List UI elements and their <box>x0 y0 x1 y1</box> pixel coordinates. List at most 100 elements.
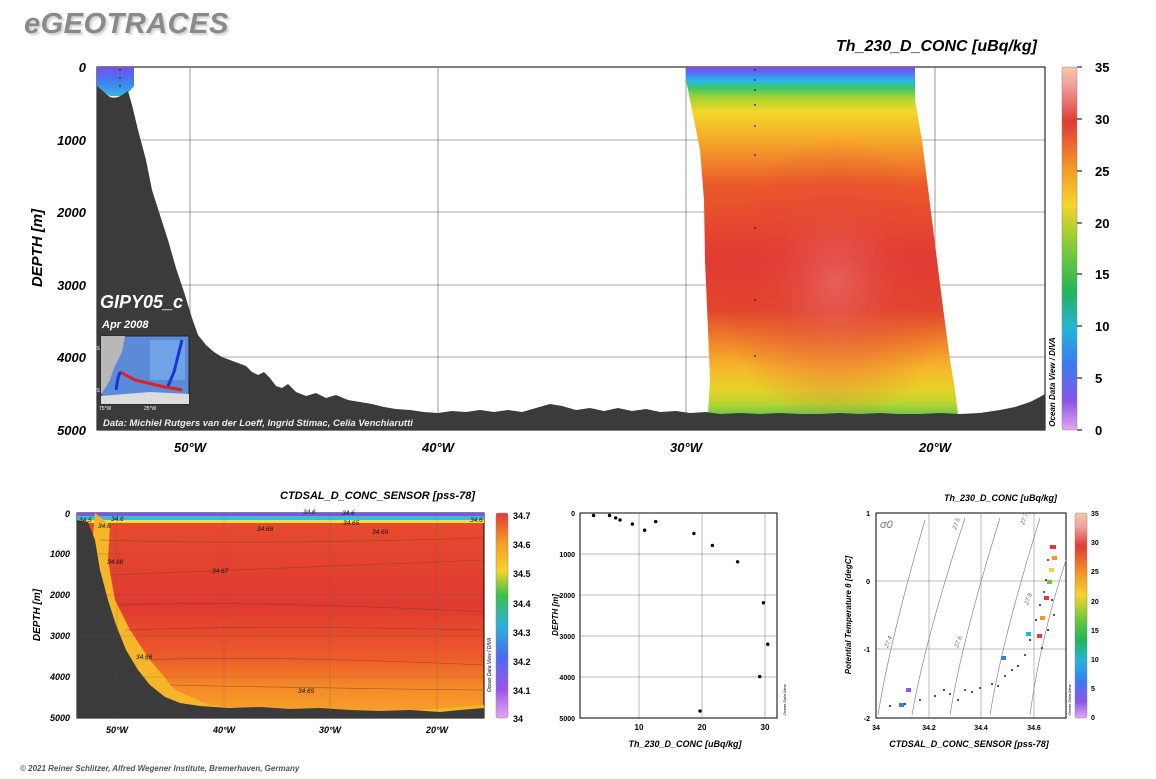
sal-contour-label: 34.68 <box>107 559 124 566</box>
profile-xtick: 30 <box>761 723 770 732</box>
sal-ytick: 5000 <box>50 713 70 723</box>
sal-contour-label: 34.5 <box>79 517 92 524</box>
isopycnal-label: 27.7 <box>1020 512 1030 527</box>
inset-lat-label: 70°S <box>89 388 101 394</box>
main-ytick: 4000 <box>56 350 87 365</box>
profile-xlabel: Th_230_D_CONC [uBq/kg] <box>628 739 742 749</box>
ts-xtick: 34.2 <box>922 725 936 732</box>
main-cbar-tick: 25 <box>1095 164 1109 179</box>
data-credit: Data: Michiel Rutgers van der Loeff, Ing… <box>103 418 413 429</box>
main-ytick: 3000 <box>57 278 87 293</box>
profile-point <box>607 513 612 518</box>
ts-ytick: -2 <box>864 716 870 723</box>
ts-colorbar <box>1074 512 1088 719</box>
sal-ytick: 1000 <box>50 549 70 559</box>
sal-contour-label: 34.6 <box>470 517 483 524</box>
ts-ytick: -1 <box>864 647 870 654</box>
profile-ytick: 3000 <box>559 634 575 641</box>
sal-ytick: 2000 <box>49 590 70 600</box>
main-cbar-tick: 15 <box>1095 267 1109 282</box>
profile-ytick: 2000 <box>559 593 575 600</box>
ts-plot: 27.4 27.5 27.6 27.7 27.8 σ0 1 0 -1 -2 <box>844 511 1099 749</box>
main-xtick: 40°W <box>421 440 456 455</box>
profile-point <box>591 513 596 518</box>
profile-ytick: 5000 <box>559 716 575 723</box>
sal-ytick: 4000 <box>49 672 70 682</box>
sal-contour-label: 34.65 <box>298 688 315 695</box>
isopycnal-label: 27.8 <box>1024 592 1034 607</box>
profile-point <box>766 642 770 646</box>
inset-lon-label: 25°W <box>144 406 157 412</box>
profile-point <box>654 519 658 524</box>
sal-contour-label: 34.69 <box>372 529 389 536</box>
salinity-section-plot: 34.6 34.68 34.65 34.69 34.68 34.67 34.66… <box>32 509 531 735</box>
profile-xtick: 20 <box>698 723 707 732</box>
isopycnal-label: 27.4 <box>884 635 894 650</box>
ts-cbar-tick: 30 <box>1091 540 1099 547</box>
ts-xtick: 34.6 <box>1027 725 1041 732</box>
ts-cbar-tick: 15 <box>1091 628 1099 635</box>
ts-plot-title: Th_230_D_CONC [uBq/kg] <box>944 493 1058 503</box>
isopycnal-label: 27.5 <box>952 517 962 532</box>
brand-logo: eGEOTRACES <box>24 8 229 40</box>
profile-scatter-plot: 0 1000 2000 3000 4000 5000 10 20 30 Th_2… <box>551 511 787 749</box>
sal-cbar-tick: 34.6 <box>513 540 531 550</box>
profile-point <box>618 518 622 522</box>
isopycnal-label: 27.6 <box>954 635 964 650</box>
salinity-section-title: CTDSAL_D_CONC_SENSOR [pss-78] <box>280 490 475 502</box>
sal-xtick: 20°W <box>425 725 450 735</box>
sal-contour-label: 34.6 <box>111 516 124 523</box>
sal-contour-label: 34.6 <box>342 510 355 517</box>
main-xtick: 20°W <box>918 440 953 455</box>
cruise-label: GIPY05_c <box>100 292 183 312</box>
copyright-notice: © 2021 Reiner Schlitzer, Alfred Wegener … <box>20 764 300 773</box>
sal-contour-label: 34.6 <box>303 509 316 516</box>
profile-point <box>761 601 766 605</box>
sal-cbar-tick: 34.5 <box>513 569 531 579</box>
ts-xlabel: CTDSAL_D_CONC_SENSOR [pss-78] <box>889 739 1050 749</box>
main-ylabel: DEPTH [m] <box>29 208 46 287</box>
main-ytick: 2000 <box>56 205 87 220</box>
main-cbar-credit: Ocean Data View / DIVA <box>1048 337 1057 427</box>
main-colorbar <box>1061 66 1078 431</box>
ts-ytick: 0 <box>866 579 870 586</box>
ts-cbar-tick: 35 <box>1091 511 1099 518</box>
ts-cbar-tick: 0 <box>1091 715 1095 722</box>
main-cbar-tick: 5 <box>1095 371 1102 386</box>
profile-point <box>630 522 635 526</box>
profile-point <box>642 528 647 532</box>
profile-point <box>614 516 618 520</box>
sal-cbar-tick: 34.1 <box>513 686 531 696</box>
profile-point <box>710 543 715 548</box>
main-ytick: 1000 <box>57 133 87 148</box>
profile-credit: Ocean Data View <box>782 683 787 715</box>
profile-ytick: 0 <box>571 511 575 518</box>
ts-ytick: 1 <box>866 511 870 518</box>
profile-point <box>735 560 740 564</box>
sal-colorbar <box>495 512 509 719</box>
sal-cbar-credit: Ocean Data View / DIVA <box>487 637 493 692</box>
cruise-date: Apr 2008 <box>101 319 149 331</box>
inset-map: 40°S 70°S 75°W 25°W <box>89 335 190 412</box>
main-xtick: 30°W <box>670 440 704 455</box>
bathymetry <box>97 86 1045 430</box>
main-cbar-tick: 35 <box>1095 60 1109 75</box>
main-cbar-tick: 10 <box>1095 319 1109 334</box>
profile-xtick: 10 <box>635 723 644 732</box>
main-ytick: 0 <box>79 60 87 75</box>
profile-point <box>692 531 696 536</box>
ts-cbar-tick: 5 <box>1091 686 1095 693</box>
main-section-title: Th_230_D_CONC [uBq/kg] <box>836 38 1037 55</box>
sal-ylabel: DEPTH [m] <box>32 588 43 641</box>
sal-contour-label: 34.66 <box>136 654 153 661</box>
sigma-label: σ0 <box>880 519 894 531</box>
sal-contour-label: 34.68 <box>257 526 274 533</box>
sal-xtick: 40°W <box>212 725 237 735</box>
ts-cbar-tick: 20 <box>1091 599 1099 606</box>
main-ytick: 5000 <box>57 423 87 438</box>
sal-xtick: 50°W <box>106 725 130 735</box>
sal-cbar-tick: 34.7 <box>513 511 531 521</box>
profile-point <box>698 709 702 713</box>
profile-ytick: 1000 <box>559 552 575 559</box>
sal-contour-label: 34.65 <box>343 520 360 527</box>
